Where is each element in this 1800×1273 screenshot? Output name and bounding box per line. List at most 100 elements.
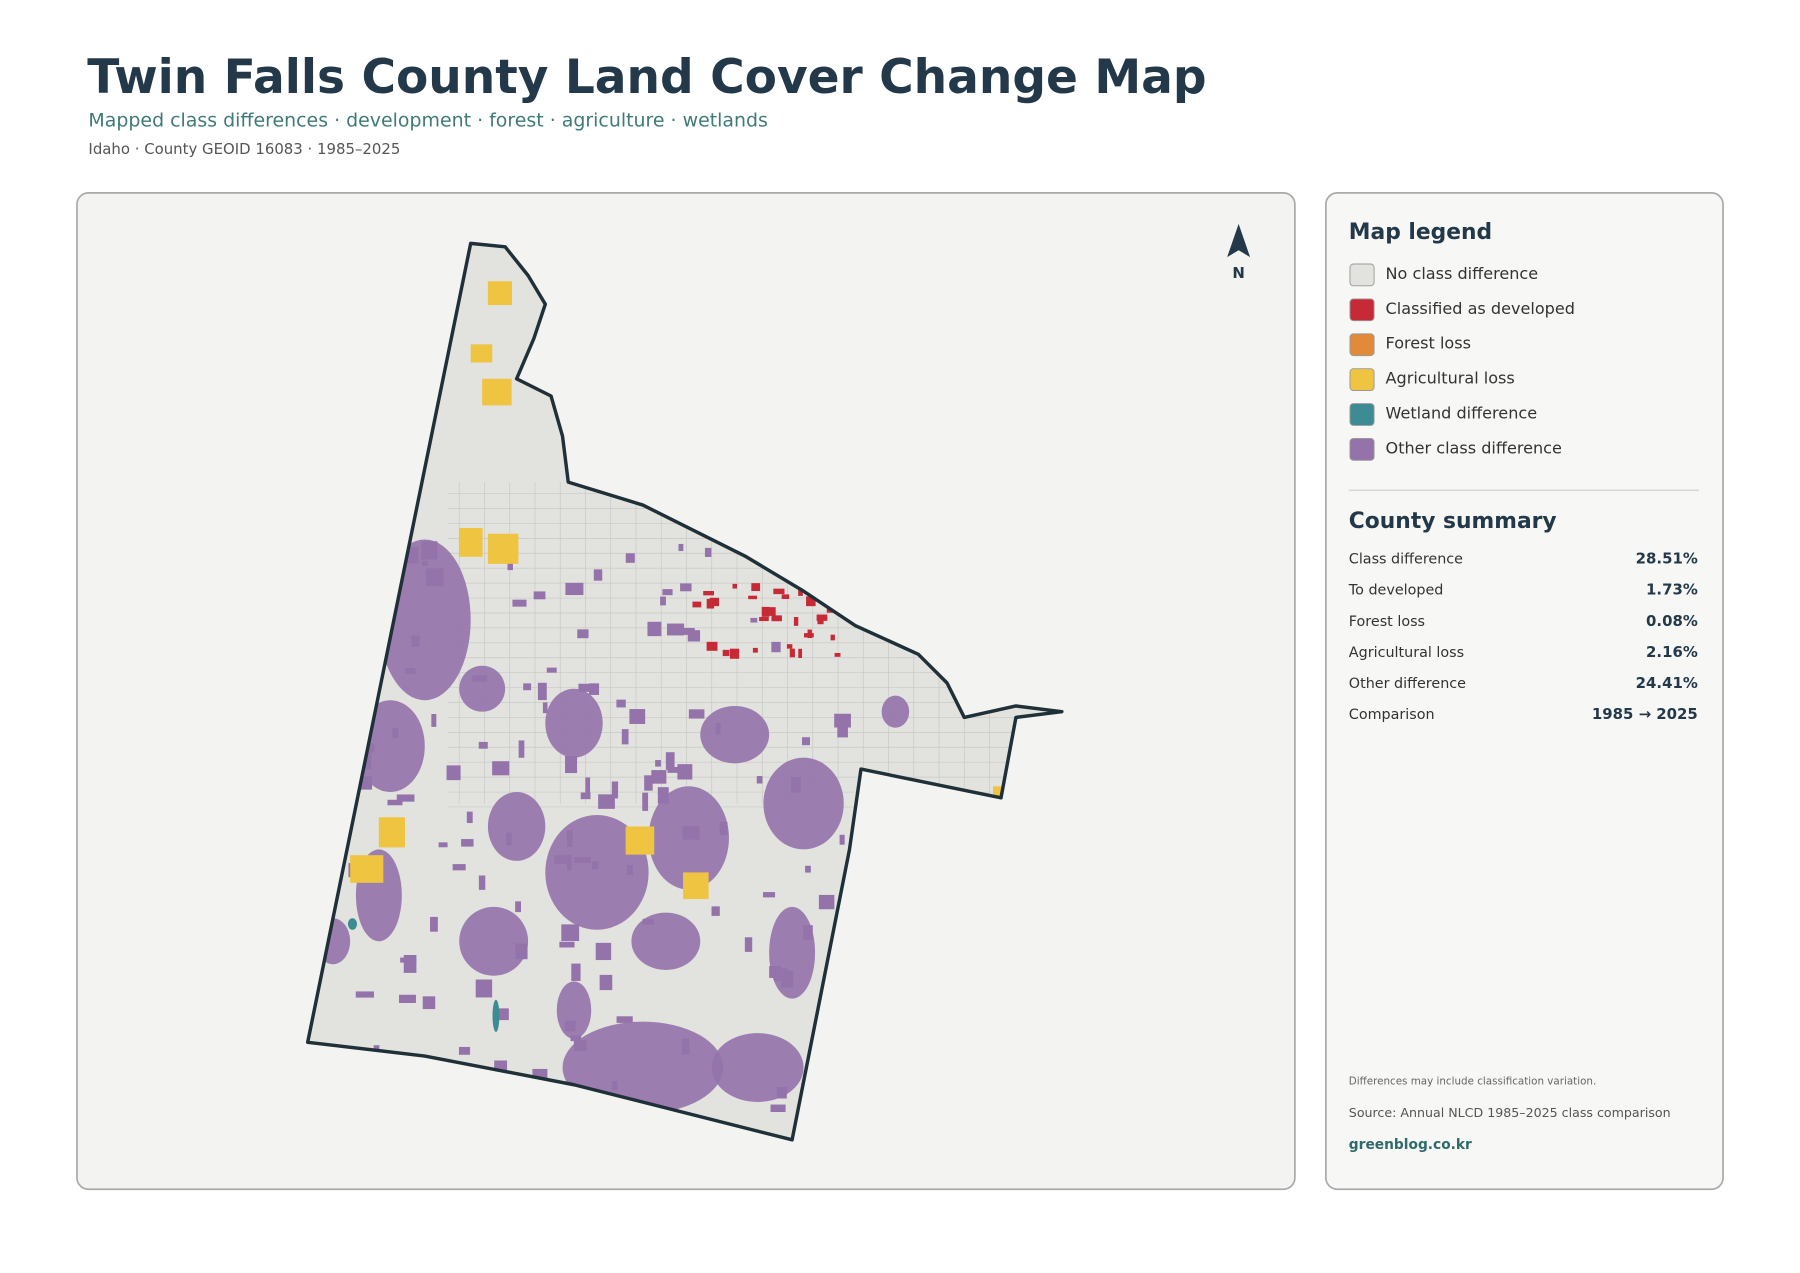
other-speck bbox=[715, 723, 721, 735]
legend-swatch bbox=[1349, 368, 1375, 391]
other-speck bbox=[642, 918, 654, 925]
other-patch bbox=[459, 906, 529, 976]
other-speck bbox=[790, 777, 801, 793]
other-speck bbox=[662, 589, 673, 596]
dev-speck bbox=[798, 586, 803, 596]
dev-speck bbox=[817, 619, 824, 625]
other-speck bbox=[681, 1038, 690, 1055]
dev-speck bbox=[761, 606, 770, 617]
other-speck bbox=[438, 842, 448, 848]
other-speck bbox=[588, 683, 600, 695]
other-speck bbox=[461, 839, 474, 847]
subtitle: Mapped class differences · development ·… bbox=[88, 109, 767, 131]
other-speck bbox=[399, 994, 416, 1003]
other-speck bbox=[616, 1016, 633, 1023]
footer-site: greenblog.co.kr bbox=[1349, 1137, 1472, 1153]
other-speck bbox=[542, 702, 548, 714]
other-speck bbox=[585, 777, 591, 793]
other-speck bbox=[422, 996, 436, 1010]
dev-speck bbox=[722, 649, 730, 657]
other-speck bbox=[621, 729, 629, 745]
other-speck bbox=[472, 675, 488, 682]
summary-value: 1985 → 2025 bbox=[1592, 705, 1698, 723]
other-speck bbox=[771, 641, 781, 653]
other-speck bbox=[837, 725, 848, 738]
dev-speck bbox=[803, 633, 814, 638]
other-speck bbox=[506, 832, 512, 846]
summary-label: Forest loss bbox=[1349, 614, 1425, 630]
dev-speck bbox=[773, 588, 785, 595]
north-label: N bbox=[1232, 264, 1244, 282]
dev-speck bbox=[834, 652, 841, 657]
other-speck bbox=[466, 811, 473, 824]
other-speck bbox=[452, 864, 466, 871]
dev-speck bbox=[748, 595, 758, 600]
other-speck bbox=[425, 568, 444, 587]
other-speck bbox=[651, 770, 667, 784]
other-speck bbox=[578, 683, 594, 692]
other-speck bbox=[678, 543, 684, 552]
other-speck bbox=[573, 857, 591, 864]
dev-speck bbox=[751, 583, 761, 592]
other-speck bbox=[773, 968, 789, 982]
other-speck bbox=[561, 924, 580, 941]
summary-value: 28.51% bbox=[1636, 550, 1698, 568]
other-patch bbox=[459, 665, 506, 712]
other-speck bbox=[478, 875, 486, 890]
other-speck bbox=[494, 1060, 508, 1071]
other-speck bbox=[411, 635, 420, 647]
other-speck bbox=[565, 755, 578, 774]
other-speck bbox=[431, 714, 437, 727]
legend-label: Classified as developed bbox=[1386, 299, 1575, 318]
footer-note: Differences may include classification v… bbox=[1349, 1076, 1596, 1088]
other-speck bbox=[554, 855, 569, 864]
other-speck bbox=[711, 906, 720, 916]
agri-patch bbox=[487, 533, 519, 564]
other-speck bbox=[458, 1046, 471, 1055]
other-speck bbox=[478, 741, 488, 749]
dev-speck bbox=[703, 590, 715, 596]
summary-value: 1.73% bbox=[1646, 581, 1698, 599]
other-speck bbox=[657, 787, 669, 804]
dev-speck bbox=[759, 616, 769, 622]
other-speck bbox=[573, 1040, 587, 1052]
other-speck bbox=[625, 553, 635, 563]
summary-label: Agricultural loss bbox=[1349, 645, 1464, 661]
dev-speck bbox=[692, 601, 702, 608]
footer-source: Source: Annual NLCD 1985–2025 class comp… bbox=[1349, 1105, 1671, 1120]
summary-label: To developed bbox=[1348, 583, 1444, 599]
legend-label: Agricultural loss bbox=[1386, 369, 1515, 388]
other-speck bbox=[546, 667, 557, 673]
legend-panel bbox=[1325, 191, 1724, 1191]
title: Twin Falls County Land Cover Change Map bbox=[87, 50, 1206, 105]
other-speck bbox=[644, 775, 653, 791]
other-speck bbox=[577, 629, 589, 639]
other-speck bbox=[688, 709, 705, 719]
other-speck bbox=[591, 861, 599, 870]
other-patch bbox=[711, 1033, 804, 1102]
other-speck bbox=[396, 794, 415, 802]
dev-speck bbox=[789, 648, 795, 658]
legend-swatch bbox=[1349, 298, 1375, 322]
other-speck bbox=[355, 991, 374, 998]
summary-value: 2.16% bbox=[1646, 643, 1698, 661]
wetland-patch bbox=[492, 999, 500, 1032]
legend-swatch bbox=[1349, 438, 1375, 461]
dev-speck bbox=[729, 648, 740, 659]
legend-swatch bbox=[1349, 263, 1375, 287]
dev-speck bbox=[793, 617, 799, 626]
legend-label: Forest loss bbox=[1386, 334, 1471, 353]
other-patch bbox=[881, 695, 910, 728]
legend-swatch bbox=[1349, 333, 1375, 357]
dev-speck bbox=[732, 583, 738, 589]
agri-patch bbox=[470, 344, 493, 363]
other-speck bbox=[719, 821, 728, 836]
other-speck bbox=[647, 621, 662, 637]
other-speck bbox=[680, 583, 692, 592]
other-speck bbox=[421, 541, 438, 560]
other-speck bbox=[665, 752, 675, 770]
dev-speck bbox=[816, 614, 828, 621]
legend-label: Other class difference bbox=[1386, 438, 1562, 457]
